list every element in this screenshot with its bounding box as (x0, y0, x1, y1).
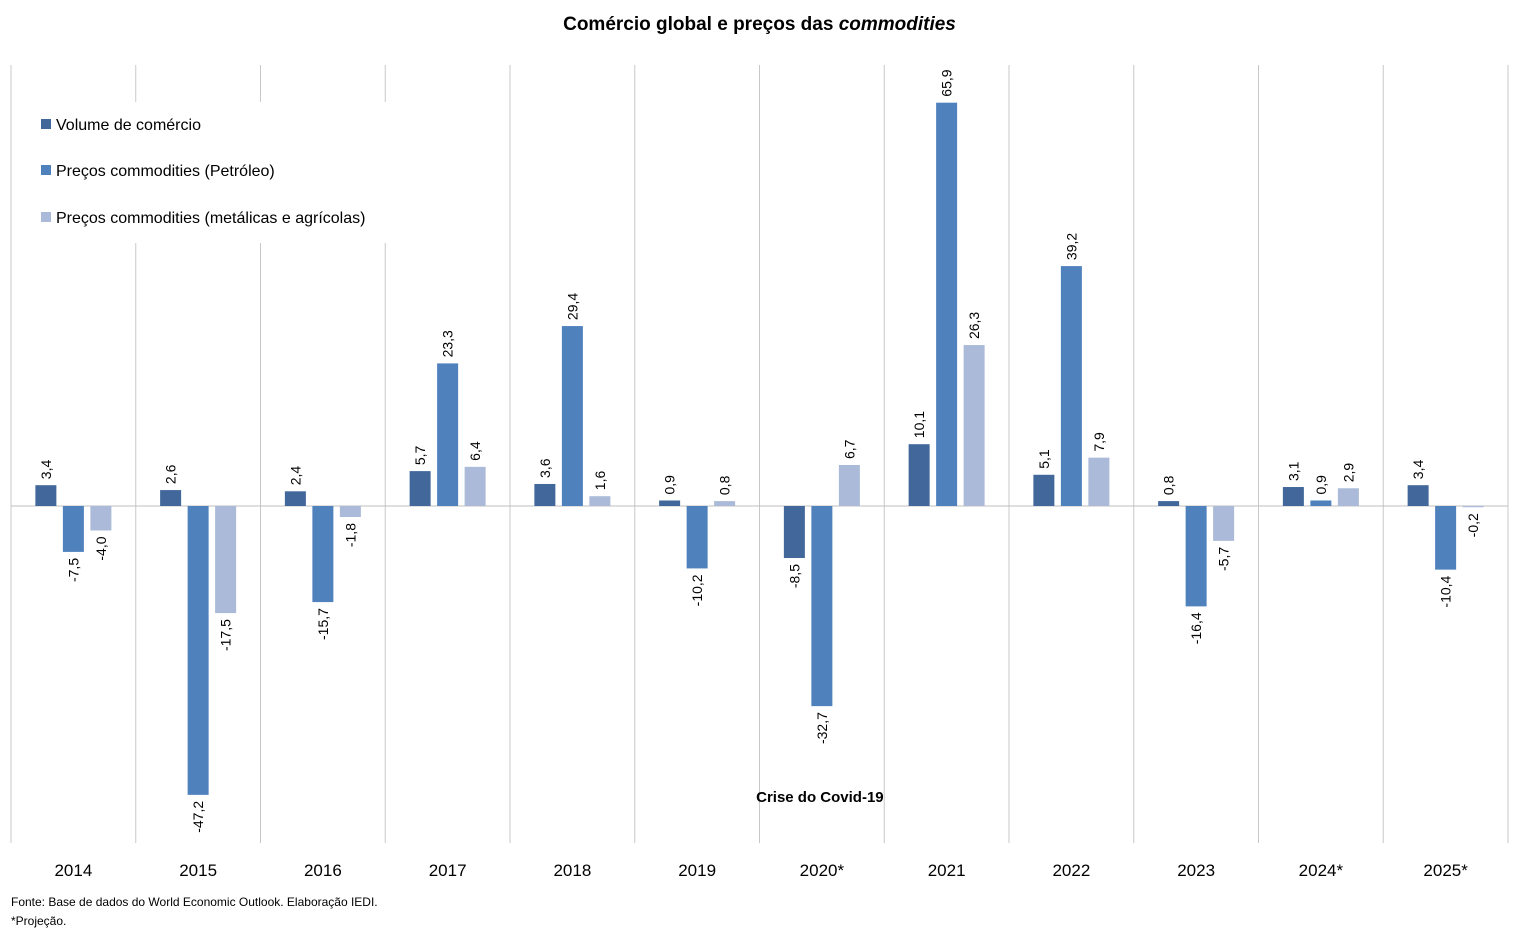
bar-2-2017 (464, 466, 486, 506)
category-label: 2025* (1423, 861, 1468, 880)
category-label: 2022 (1052, 861, 1090, 880)
data-label: -4,0 (93, 536, 109, 560)
bar-0-2020* (783, 506, 805, 559)
bar-1-2020* (811, 506, 833, 707)
category-label: 2024* (1299, 861, 1344, 880)
chart-title-italic: commodities (838, 14, 956, 35)
bar-0-2016 (284, 491, 306, 506)
bar-2-2016 (339, 506, 361, 518)
data-label: 26,3 (966, 312, 982, 339)
bar-2-2025* (1462, 506, 1484, 508)
bar-1-2019 (686, 506, 708, 569)
data-label: -10,2 (689, 574, 705, 606)
category-label: 2017 (429, 861, 467, 880)
data-label: -10,4 (1438, 575, 1454, 607)
bar-1-2025* (1435, 506, 1457, 570)
legend-swatch (41, 212, 51, 222)
data-label: -47,2 (190, 801, 206, 833)
data-label: -8,5 (786, 564, 802, 588)
data-label: -17,5 (218, 619, 234, 651)
projection-note: *Projeção. (11, 914, 67, 928)
bar-0-2024* (1282, 487, 1304, 506)
data-label: 3,1 (1285, 461, 1301, 481)
bar-0-2022 (1033, 474, 1055, 506)
data-label: 2,9 (1340, 463, 1356, 483)
data-label: 65,9 (939, 69, 955, 96)
legend-label: Preços commodities (Petróleo) (56, 163, 275, 180)
category-label: 2016 (304, 861, 342, 880)
bar-0-2021 (908, 444, 930, 506)
data-label: 5,1 (1036, 449, 1052, 469)
bar-0-2017 (409, 471, 431, 506)
data-label: -16,4 (1188, 612, 1204, 644)
data-label: 0,9 (662, 475, 678, 495)
bar-1-2022 (1060, 266, 1082, 506)
bar-1-2015 (187, 506, 209, 795)
chart-title: Comércio global e preços das commodities (0, 14, 1519, 36)
bar-1-2021 (936, 102, 958, 506)
data-label: -7,5 (65, 558, 81, 582)
data-label: 1,6 (592, 471, 608, 491)
bar-2-2021 (963, 345, 985, 506)
bar-2-2015 (215, 506, 237, 614)
bar-1-2017 (437, 363, 459, 506)
bar-0-2018 (534, 483, 556, 506)
bar-0-2023 (1158, 501, 1180, 506)
data-label: 7,9 (1091, 432, 1107, 452)
data-label: -0,2 (1465, 513, 1481, 537)
bar-2-2018 (589, 496, 611, 506)
category-label: 2023 (1177, 861, 1215, 880)
bar-2-2019 (714, 501, 736, 506)
data-label: -15,7 (315, 608, 331, 640)
data-label: 6,4 (467, 441, 483, 461)
bar-1-2016 (312, 506, 334, 603)
data-label: 23,3 (440, 330, 456, 357)
data-label: 2,6 (163, 464, 179, 484)
bar-0-2019 (659, 500, 681, 506)
bar-2-2024* (1337, 488, 1359, 506)
data-label: -5,7 (1216, 547, 1232, 571)
legend-label: Preços commodities (metálicas e agrícola… (56, 210, 365, 227)
category-label: 2020* (800, 861, 845, 880)
data-label: 3,4 (1410, 460, 1426, 480)
legend-swatch (41, 119, 51, 129)
category-label: 2019 (678, 861, 716, 880)
data-label: -1,8 (342, 523, 358, 547)
data-label: 5,7 (412, 445, 428, 465)
chart-title-main: Comércio global e preços das (563, 14, 834, 35)
data-label: 6,7 (841, 439, 857, 459)
bar-1-2023 (1185, 506, 1207, 607)
bar-1-2014 (62, 506, 84, 552)
category-label: 2015 (179, 861, 217, 880)
covid-annotation: Crise do Covid-19 (756, 789, 884, 806)
bar-2-2022 (1088, 457, 1110, 506)
source-note: Fonte: Base de dados do World Economic O… (11, 895, 378, 909)
bar-0-2014 (35, 485, 57, 506)
data-label: 0,8 (717, 475, 733, 495)
data-label: 39,2 (1063, 233, 1079, 260)
bar-1-2024* (1310, 500, 1332, 506)
data-label: 2,4 (287, 466, 303, 486)
category-label: 2018 (553, 861, 591, 880)
data-label: -32,7 (814, 712, 830, 744)
bar-2-2014 (90, 506, 112, 531)
bar-1-2018 (561, 326, 583, 506)
legend-label: Volume de comércio (56, 117, 201, 134)
bar-2-2023 (1213, 506, 1235, 541)
data-label: 29,4 (564, 293, 580, 320)
category-label: 2014 (54, 861, 92, 880)
bar-2-2020* (838, 464, 860, 506)
legend-swatch (41, 165, 51, 175)
data-label: 3,4 (38, 460, 54, 480)
data-label: 3,6 (537, 458, 553, 478)
category-label: 2021 (928, 861, 966, 880)
data-label: 0,8 (1161, 475, 1177, 495)
bar-0-2015 (160, 490, 182, 506)
data-label: 0,9 (1313, 475, 1329, 495)
bar-0-2025* (1407, 485, 1429, 506)
data-label: 10,1 (911, 411, 927, 438)
